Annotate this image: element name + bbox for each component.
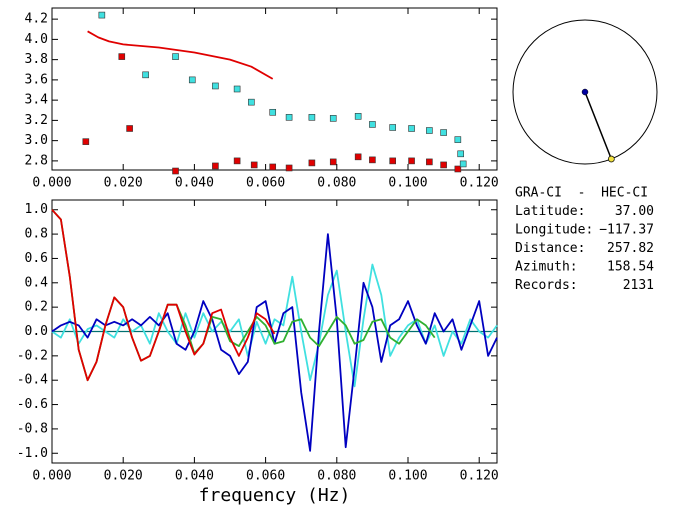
x-tick-label: 0.120 [460, 176, 499, 191]
data-point [172, 53, 179, 60]
info-value: 257.82 [607, 241, 654, 256]
data-point [369, 156, 376, 164]
y-tick-label: 3.6 [25, 72, 48, 87]
data-point [269, 163, 277, 171]
data-point [126, 125, 133, 132]
y-tick-label: 3.0 [25, 133, 48, 148]
info-value: 37.00 [615, 204, 654, 219]
y-tick-label: 4.2 [25, 12, 48, 27]
y-tick-label: 3.4 [25, 93, 49, 108]
data-point [233, 157, 241, 165]
y-tick-label: -0.2 [17, 348, 48, 363]
data-point [440, 161, 447, 169]
data-point [172, 167, 179, 175]
data-point [118, 53, 126, 60]
x-tick-label: 0.000 [32, 176, 71, 191]
data-point [354, 113, 362, 120]
data-point [426, 127, 433, 134]
data-point [408, 157, 415, 165]
y-tick-label: 3.8 [25, 52, 48, 67]
x-tick-label: 0.040 [175, 469, 214, 484]
x-tick-label: 0.080 [317, 469, 356, 484]
azimuth-circle [512, 19, 658, 165]
data-point [285, 164, 293, 172]
data-point [188, 76, 196, 84]
x-axis-label: frequency (Hz) [199, 485, 351, 506]
station-pair: GRA-CI - HEC-CI [515, 186, 648, 201]
y-tick-label: 0.4 [25, 275, 49, 290]
data-point [354, 153, 362, 161]
data-point [212, 162, 219, 170]
station-dot [581, 88, 589, 96]
data-point [454, 136, 462, 143]
y-tick-label: 0.6 [25, 251, 48, 266]
plot-frame [51, 7, 498, 171]
data-point [248, 98, 255, 106]
data-line [51, 209, 276, 382]
info-label: Records: [515, 278, 578, 293]
data-point [329, 115, 337, 122]
y-tick-label: 2.8 [25, 153, 48, 168]
data-point [308, 114, 316, 121]
data-point [440, 129, 447, 136]
data-point [233, 85, 241, 93]
x-tick-label: 0.100 [388, 176, 427, 191]
data-point [82, 138, 90, 145]
x-tick-label: 0.080 [317, 176, 356, 191]
info-label: Latitude: [515, 204, 585, 219]
data-point [408, 125, 415, 132]
data-line [51, 209, 436, 382]
y-tick-label: 3.2 [25, 113, 48, 128]
data-point [389, 157, 396, 165]
data-point [457, 150, 464, 158]
data-line [87, 30, 274, 80]
y-tick-label: 4.0 [25, 32, 48, 47]
x-tick-label: 0.120 [460, 469, 499, 484]
data-point [98, 11, 106, 19]
y-tick-label: -0.6 [17, 397, 48, 412]
y-tick-label: -1.0 [17, 446, 48, 461]
x-tick-label: 0.060 [246, 176, 285, 191]
x-tick-label: 0.020 [104, 469, 143, 484]
data-point [142, 71, 149, 79]
y-tick-label: 0.8 [25, 227, 48, 242]
data-point [250, 161, 258, 169]
x-tick-label: 0.040 [175, 176, 214, 191]
data-point [212, 82, 219, 90]
data-point [329, 158, 337, 166]
x-tick-label: 0.000 [32, 469, 71, 484]
data-point [426, 158, 433, 166]
x-tick-label: 0.060 [246, 469, 285, 484]
target-dot [607, 155, 615, 163]
x-tick-label: 0.020 [104, 176, 143, 191]
data-point [389, 124, 396, 131]
info-label: Distance: [515, 241, 585, 256]
info-value: 2131 [623, 278, 654, 293]
info-label: Azimuth: [515, 260, 578, 275]
y-tick-label: 0.2 [25, 300, 48, 315]
azimuth-pointer [584, 91, 613, 160]
data-point [308, 159, 316, 167]
y-tick-label: 0.0 [25, 324, 48, 339]
data-point [369, 121, 376, 128]
info-label: Longitude: [515, 223, 593, 238]
y-tick-label: -0.4 [17, 373, 48, 388]
data-point [269, 108, 277, 116]
info-value: −117.37 [599, 223, 654, 238]
data-point [459, 160, 467, 168]
x-tick-label: 0.100 [388, 469, 427, 484]
data-point [285, 114, 293, 121]
data-point [454, 165, 462, 173]
y-tick-label: 1.0 [25, 202, 48, 217]
y-tick-label: -0.8 [17, 421, 48, 436]
info-value: 158.54 [607, 260, 654, 275]
